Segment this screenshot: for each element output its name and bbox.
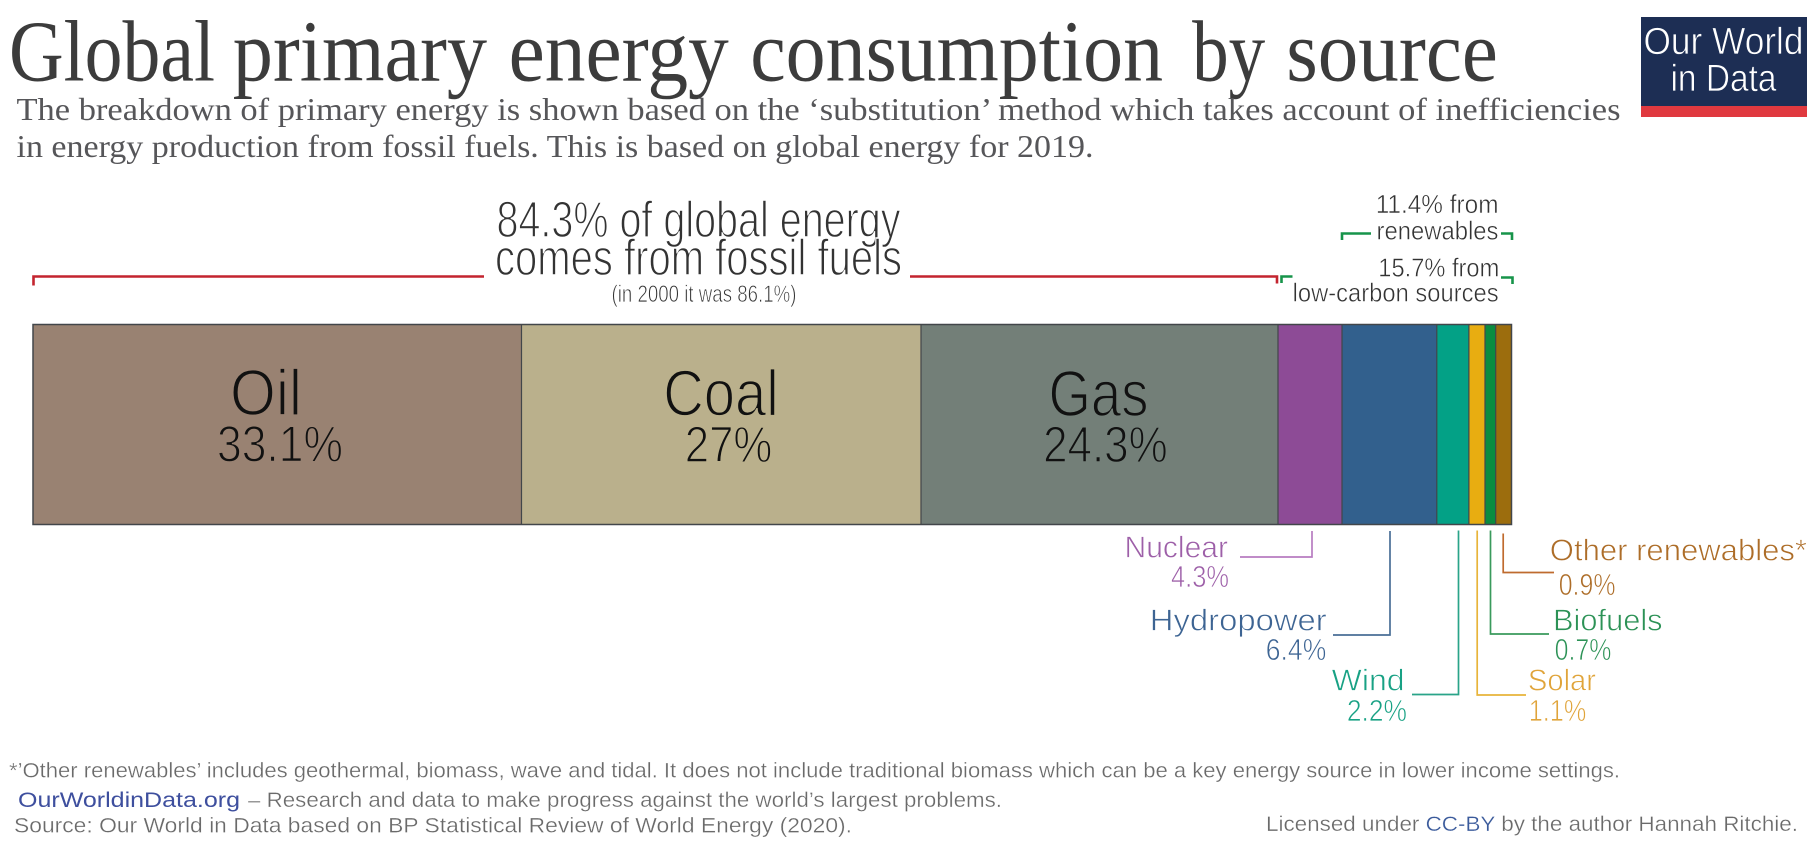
svg-text:Wind: Wind (1332, 662, 1405, 697)
svg-text:6.4%: 6.4% (1266, 632, 1327, 667)
svg-text:low-carbon sources: low-carbon sources (1293, 278, 1499, 308)
svg-text:84.3% of global energy: 84.3% of global energy (497, 191, 901, 248)
svg-text:24.3%: 24.3% (1043, 416, 1168, 473)
svg-text:by: by (1192, 4, 1265, 100)
svg-text:comes from fossil fuels: comes from fossil fuels (495, 229, 902, 286)
svg-text:27%: 27% (685, 416, 773, 473)
svg-text:Our World: Our World (1644, 21, 1804, 63)
svg-text:*’Other renewables’ includes: *’Other renewables’ includes geothermal,… (9, 759, 1620, 783)
svg-text:The breakdown of primary energ: The breakdown of primary energy is shown… (17, 92, 1621, 127)
svg-text:energy: energy (509, 4, 729, 100)
svg-text:in Data: in Data (1671, 58, 1778, 100)
svg-text:(in 2000 it was 86.1%): (in 2000 it was 86.1%) (612, 281, 797, 308)
svg-text:– Research and data to make pr: – Research and data to make progress aga… (248, 788, 1002, 812)
svg-text:0.9%: 0.9% (1559, 567, 1616, 602)
svg-text:4.3%: 4.3% (1171, 559, 1229, 594)
svg-text:Hydropower: Hydropower (1150, 602, 1327, 637)
svg-text:Coal: Coal (663, 357, 779, 430)
svg-text:primary: primary (233, 4, 487, 100)
svg-text:in energy production from foss: in energy production from fossil fuels. … (17, 129, 1094, 164)
svg-text:OurWorldinData.org: OurWorldinData.org (18, 788, 240, 812)
svg-text:Solar: Solar (1528, 662, 1596, 697)
svg-text:33.1%: 33.1% (217, 416, 343, 473)
svg-text:Global: Global (9, 4, 215, 100)
svg-text:Oil: Oil (230, 356, 302, 429)
svg-text:Licensed under CC-BY by the au: Licensed under CC-BY by the author Hanna… (1266, 812, 1798, 836)
svg-text:11.4% from: 11.4% from (1376, 189, 1499, 219)
svg-text:1.1%: 1.1% (1529, 693, 1587, 728)
svg-text:consumption: consumption (750, 4, 1163, 100)
svg-text:renewables: renewables (1377, 216, 1499, 246)
svg-text:Nuclear: Nuclear (1125, 529, 1229, 564)
svg-text:source: source (1286, 4, 1498, 100)
svg-text:Biofuels: Biofuels (1553, 602, 1663, 637)
svg-text:0.7%: 0.7% (1555, 632, 1612, 667)
svg-text:Gas: Gas (1049, 357, 1149, 430)
svg-text:Other renewables*: Other renewables* (1550, 533, 1807, 568)
svg-text:15.7% from: 15.7% from (1378, 252, 1499, 282)
svg-text:Source: Our World in Data base: Source: Our World in Data based on BP St… (14, 814, 852, 838)
svg-text:2.2%: 2.2% (1347, 693, 1407, 728)
